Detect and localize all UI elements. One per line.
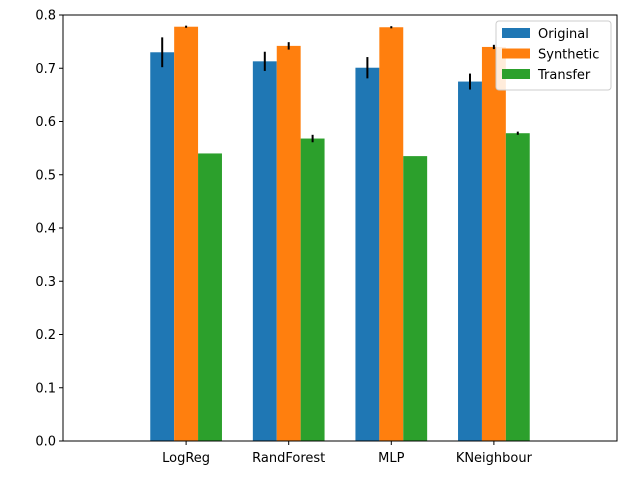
bar-original-randforest — [252, 61, 277, 441]
bar-synthetic-mlp — [379, 27, 404, 442]
legend-label: Original — [538, 27, 589, 42]
bar-transfer-kneighbour — [505, 133, 530, 441]
bar-original-logreg — [150, 52, 175, 442]
legend-swatch — [502, 69, 530, 79]
plot-frame — [62, 14, 618, 442]
y-tick-label: 0.6 — [35, 115, 56, 130]
bar-transfer-logreg — [198, 153, 222, 441]
bar-synthetic-randforest — [276, 45, 301, 441]
legend-swatch — [502, 28, 530, 38]
x-tick-label: KNeighbour — [456, 451, 533, 466]
bar-original-kneighbour — [458, 81, 482, 441]
y-tick-label: 0.5 — [35, 168, 56, 183]
bar-transfer-randforest — [300, 138, 325, 442]
axis-ticks: 0.0 0.1 0.2 0.3 0.4 0.5 0.6 0.7 0.8 LogReg RandFor… — [35, 9, 532, 467]
error-bars — [161, 25, 519, 143]
x-tick-label: LogReg — [162, 451, 210, 466]
legend-swatch — [502, 48, 530, 59]
y-tick-label: 0.3 — [35, 275, 56, 290]
bar-synthetic-kneighbour — [481, 46, 506, 441]
legend-label: Transfer — [537, 68, 591, 83]
y-tick-label: 0.7 — [35, 62, 56, 77]
bar-synthetic-logreg — [174, 26, 199, 442]
x-tick-label: RandForest — [252, 451, 325, 466]
bar-transfer-mlp — [403, 156, 428, 442]
legend: Original Synthetic Transfer — [495, 20, 612, 91]
x-tick-label: MLP — [378, 451, 404, 466]
y-tick-label: 0.0 — [35, 435, 56, 450]
y-tick-label: 0.4 — [35, 222, 56, 237]
bars — [150, 26, 530, 442]
bar-original-mlp — [355, 67, 380, 441]
legend-label: Synthetic — [538, 48, 599, 63]
y-tick-label: 0.1 — [35, 381, 56, 396]
y-tick-label: 0.2 — [35, 328, 56, 343]
y-tick-label: 0.8 — [35, 9, 56, 24]
